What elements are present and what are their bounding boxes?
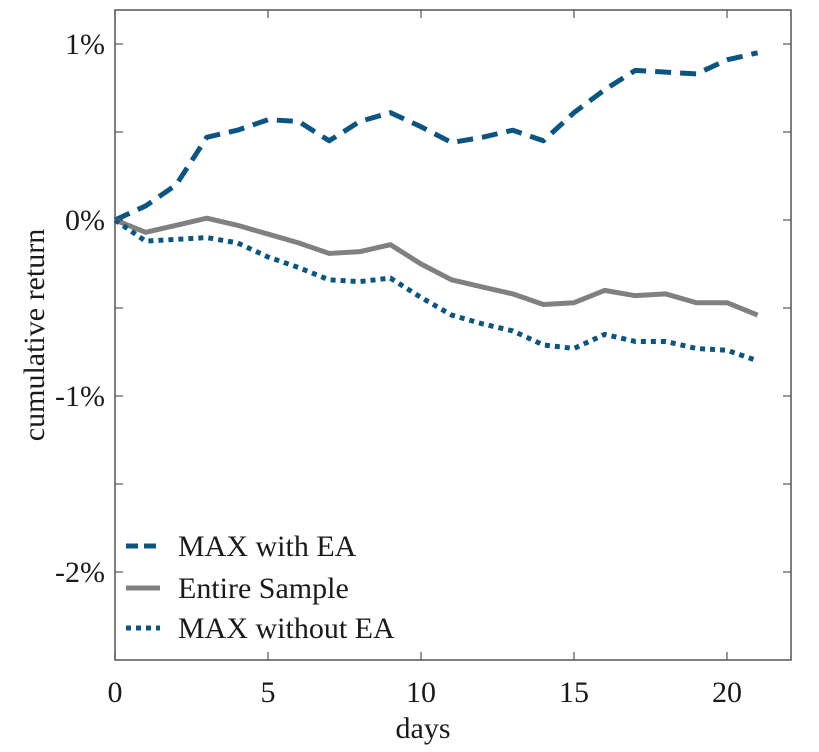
y-tick-label: -1% bbox=[55, 380, 105, 413]
legend-label: MAX with EA bbox=[178, 530, 357, 563]
plot-frame bbox=[114, 9, 792, 661]
series-line-max-with-ea bbox=[113, 50, 759, 223]
legend-label: Entire Sample bbox=[178, 572, 349, 605]
legend: MAX with EA Entire Sample MAX without EA bbox=[126, 530, 395, 645]
legend-label: MAX without EA bbox=[178, 612, 395, 645]
x-tick-label: 15 bbox=[559, 676, 589, 709]
y-tick-label: 0% bbox=[65, 204, 105, 237]
y-tick-label: -2% bbox=[55, 556, 105, 589]
series-line-max-without-ea bbox=[113, 217, 759, 364]
x-tick-label: 10 bbox=[406, 676, 436, 709]
x-tick-label: 20 bbox=[712, 676, 742, 709]
y-axis-label: cumulative return bbox=[18, 229, 51, 441]
series-layer bbox=[113, 50, 759, 364]
ticks-layer: 0 5 10 15 20 1% 0% -1% -2% bbox=[55, 10, 791, 709]
x-axis-label: days bbox=[396, 712, 451, 745]
y-tick-label: 1% bbox=[65, 28, 105, 61]
plot-border bbox=[114, 9, 792, 661]
series-line-entire-sample bbox=[114, 215, 759, 318]
x-tick-label: 0 bbox=[108, 676, 123, 709]
x-tick-label: 5 bbox=[261, 676, 276, 709]
